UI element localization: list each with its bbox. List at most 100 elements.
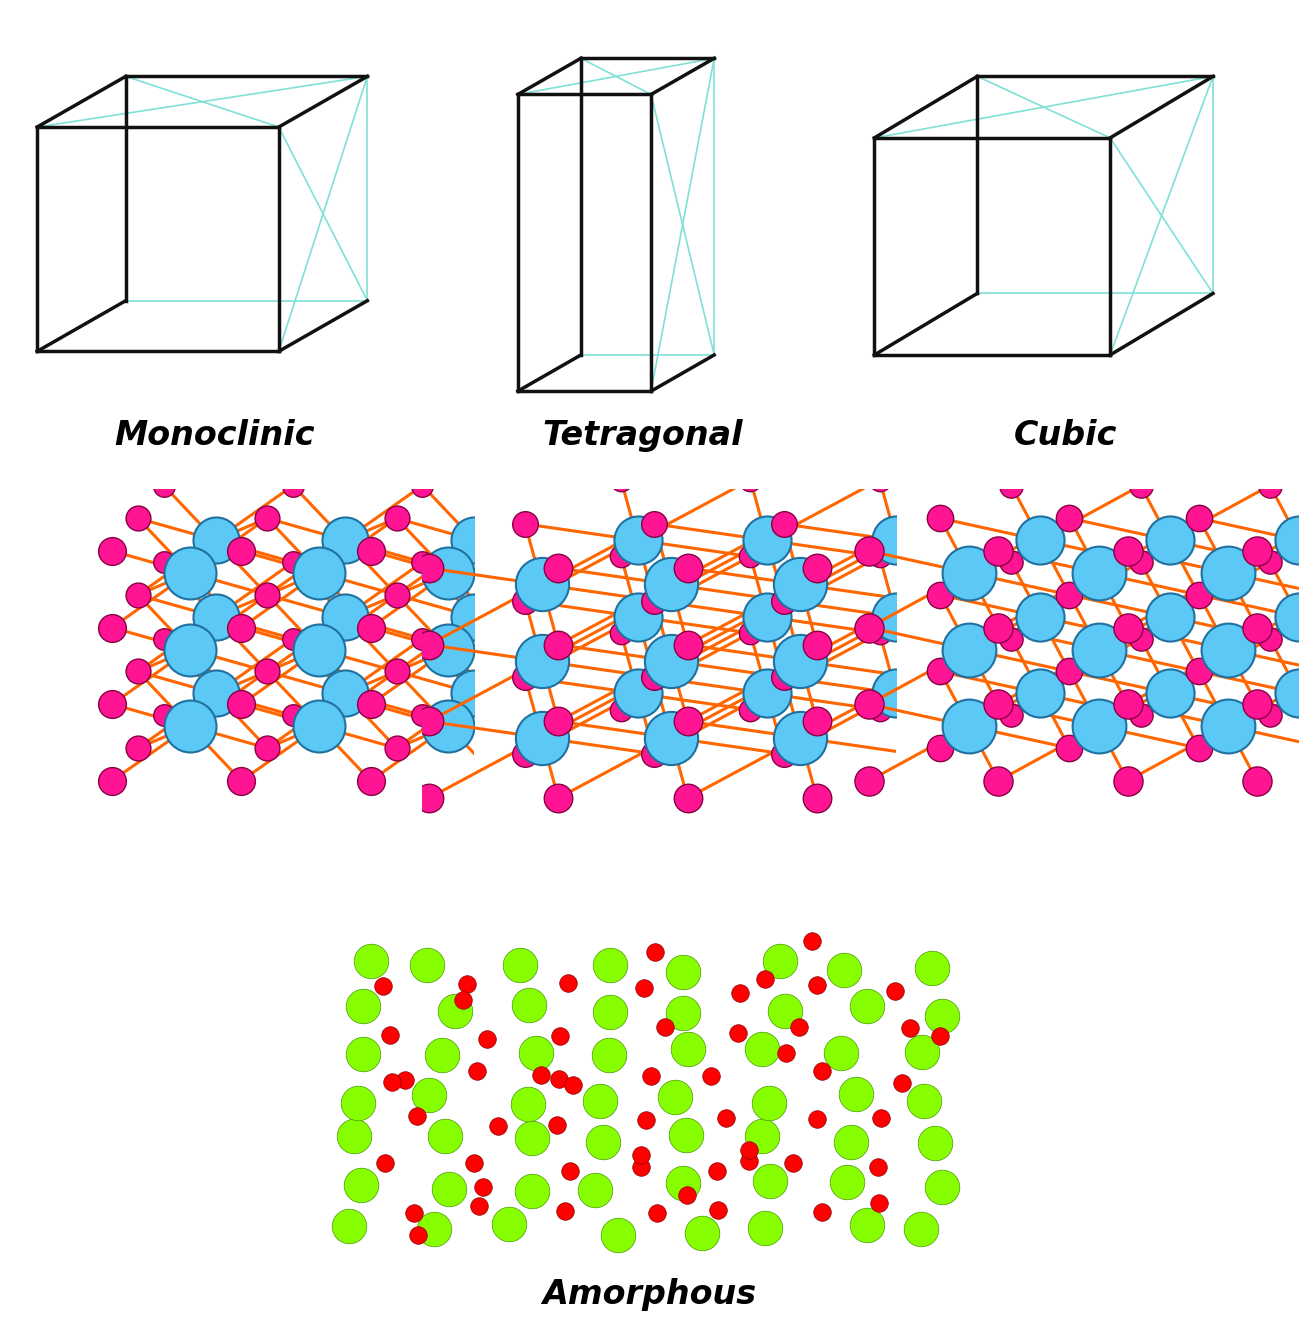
Point: [351, 1175, 372, 1197]
Point: [518, 994, 539, 1016]
Point: [531, 726, 552, 748]
Point: [473, 1177, 494, 1198]
Point: [627, 529, 648, 551]
Point: [655, 1017, 675, 1038]
Point: [807, 788, 827, 809]
Point: [127, 584, 148, 606]
Point: [101, 616, 122, 638]
Point: [542, 552, 562, 574]
Point: [499, 1213, 520, 1234]
Point: [677, 634, 698, 655]
Point: [353, 996, 374, 1017]
Point: [644, 941, 665, 962]
Point: [790, 650, 811, 671]
Point: [464, 1152, 485, 1174]
Point: [700, 1065, 721, 1087]
Point: [759, 1092, 779, 1114]
Point: [1247, 540, 1268, 561]
Point: [283, 474, 304, 496]
Point: [1289, 529, 1299, 551]
Point: [1289, 683, 1299, 705]
Point: [807, 557, 827, 579]
Point: [788, 1017, 809, 1038]
Point: [930, 661, 951, 682]
Point: [637, 1110, 657, 1131]
Point: [644, 513, 665, 535]
Point: [511, 954, 531, 976]
Point: [464, 529, 485, 551]
Point: [490, 770, 511, 792]
Point: [435, 1126, 456, 1147]
Point: [673, 1172, 694, 1194]
Point: [375, 1152, 396, 1174]
Point: [1002, 705, 1022, 726]
Point: [490, 616, 511, 638]
Point: [608, 1223, 629, 1245]
Point: [490, 540, 511, 561]
Point: [677, 788, 698, 809]
Point: [644, 744, 665, 765]
Point: [959, 639, 979, 661]
Point: [464, 683, 485, 705]
Point: [1002, 474, 1022, 496]
Point: [611, 699, 631, 721]
Point: [548, 710, 569, 732]
Point: [477, 1028, 498, 1049]
Text: Cubic: Cubic: [1013, 419, 1117, 452]
Point: [360, 616, 381, 638]
Point: [807, 634, 827, 655]
Point: [869, 545, 890, 567]
Point: [599, 1002, 620, 1024]
Text: Monoclinic: Monoclinic: [114, 419, 314, 452]
Point: [257, 737, 278, 758]
Point: [740, 622, 761, 643]
Point: [756, 683, 777, 705]
Point: [1089, 563, 1109, 584]
Point: [891, 1072, 912, 1093]
Point: [457, 974, 478, 996]
Point: [692, 1222, 713, 1244]
Point: [773, 744, 794, 765]
Point: [903, 666, 924, 687]
Point: [773, 513, 794, 535]
Point: [555, 1201, 575, 1222]
Point: [640, 1065, 661, 1087]
Point: [548, 788, 569, 809]
Point: [423, 1218, 444, 1240]
Point: [360, 694, 381, 716]
Point: [360, 540, 381, 561]
Point: [1260, 628, 1281, 650]
Point: [644, 590, 665, 611]
Point: [627, 683, 648, 705]
Point: [959, 563, 979, 584]
Point: [404, 1202, 425, 1223]
Point: [452, 989, 473, 1010]
Point: [418, 1084, 439, 1106]
Point: [517, 1093, 538, 1115]
Point: [911, 1218, 931, 1240]
Point: [514, 744, 535, 765]
Point: [521, 1181, 542, 1202]
Point: [812, 1201, 833, 1222]
Point: [412, 628, 433, 650]
Point: [1117, 540, 1138, 561]
Point: [548, 634, 569, 655]
Point: [1117, 694, 1138, 716]
Point: [153, 705, 174, 726]
Point: [959, 716, 979, 737]
Point: [548, 557, 569, 579]
Point: [661, 650, 682, 671]
Point: [673, 961, 694, 982]
Point: [514, 590, 535, 611]
Point: [661, 574, 682, 595]
Point: [740, 545, 761, 567]
Point: [611, 545, 631, 567]
Point: [678, 1038, 699, 1060]
Point: [594, 1131, 614, 1152]
Point: [868, 1156, 889, 1178]
Point: [739, 1151, 760, 1172]
Point: [418, 634, 439, 655]
Point: [438, 639, 459, 661]
Point: [673, 1002, 694, 1024]
Point: [386, 508, 407, 529]
